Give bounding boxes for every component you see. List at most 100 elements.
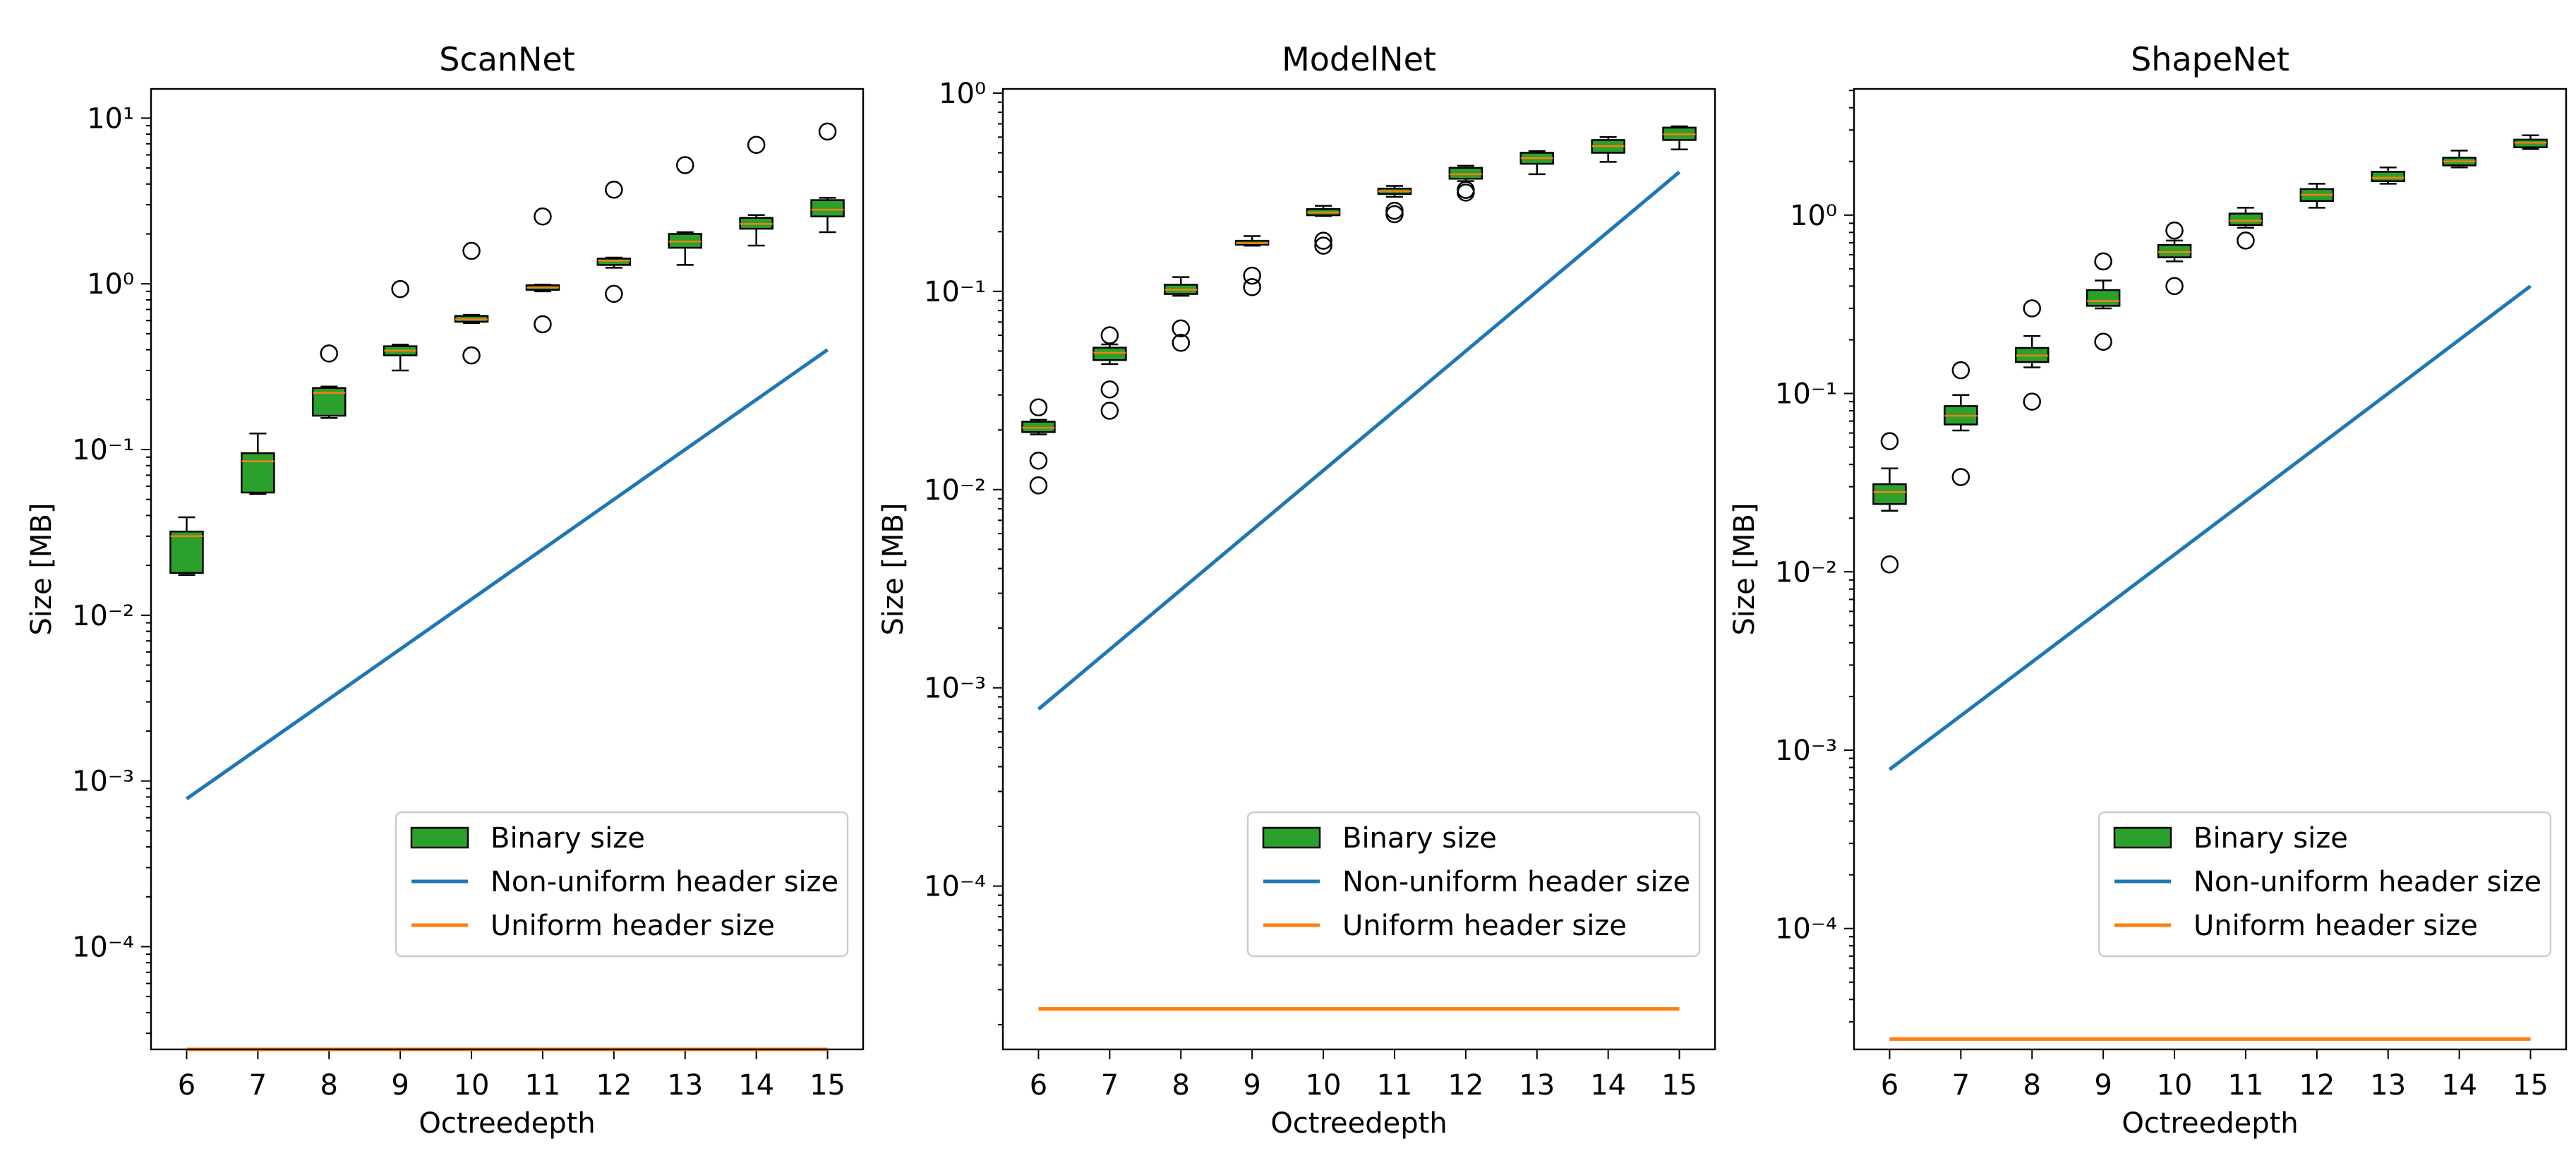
binary-size-box (1872, 483, 1907, 505)
legend-label: Binary size (2193, 822, 2348, 855)
x-tick-label: 9 (391, 1069, 409, 1102)
y-axis-label: Size [MB] (877, 503, 910, 636)
outlier-point (1951, 468, 1970, 486)
nonuniform-header-line (1037, 170, 1681, 711)
y-tick-label: 10⁻⁴ (72, 931, 134, 963)
x-tick-label: 14 (2441, 1069, 2477, 1102)
panel-title: ModelNet (1282, 40, 1436, 78)
y-tick-label: 10⁻² (1775, 556, 1837, 589)
binary-size-box (1021, 421, 1056, 433)
outlier-point (605, 284, 623, 303)
x-tick-label: 9 (2094, 1069, 2112, 1102)
legend-label: Non-uniform header size (2193, 866, 2541, 898)
legend: Binary size Non-uniform header size Unifor… (2097, 811, 2552, 958)
outlier-point (1029, 398, 1048, 416)
x-axis-label: Octreedepth (419, 1107, 595, 1140)
outlier-point (1314, 236, 1332, 255)
outlier-point (2237, 231, 2255, 250)
outlier-point (1029, 451, 1048, 470)
x-tick-label: 11 (2227, 1069, 2263, 1102)
y-tick-label: 10⁰ (1790, 200, 1837, 232)
legend: Binary size Non-uniform header size Unifor… (395, 811, 849, 958)
outlier-point (1029, 476, 1048, 495)
binary-size-box (2371, 171, 2405, 182)
outlier-point (1314, 231, 1332, 250)
legend-frame (395, 811, 849, 958)
y-tick-label: 10⁻³ (1775, 735, 1837, 767)
y-tick-label: 10⁻⁴ (1775, 913, 1837, 946)
outlier-point (1100, 326, 1119, 344)
x-tick-label: 13 (1519, 1069, 1555, 1102)
axes-frame (1853, 88, 2568, 1051)
legend-binary-swatch (2113, 826, 2172, 849)
legend-label: Non-uniform header size (490, 866, 838, 898)
y-tick-label: 10¹ (87, 102, 134, 135)
legend-label: Uniform header size (1342, 910, 1627, 942)
x-axis-label: Octreedepth (2121, 1107, 2298, 1140)
outlier-point (1457, 181, 1475, 199)
x-tick-label: 6 (178, 1069, 195, 1102)
outlier-point (1243, 266, 1261, 285)
binary-size-box (596, 258, 632, 266)
y-tick-label: 10⁻⁴ (924, 871, 986, 903)
outlier-point (534, 315, 552, 334)
panel-shapenet: ShapeNet 10⁻⁴ 10⁻³ 10⁻² 10⁻¹ 10⁰ 6 7 8 9 10 11 12 13 1… (1728, 40, 2568, 1140)
outlier-point (676, 156, 694, 174)
panel-scannet: ScanNet 10⁻⁴ 10⁻³ 10⁻² 10⁻¹ 10⁰ 10¹ 6 7 8 9 10 11 12 1… (25, 40, 865, 1140)
binary-size-box (1093, 347, 1127, 361)
nonuniform-header-line (186, 348, 829, 801)
legend-label: Binary size (1342, 822, 1497, 855)
y-tick-label: 10⁻¹ (72, 434, 134, 466)
outlier-point (2165, 277, 2184, 296)
axes-frame (1001, 88, 1716, 1051)
y-tick-label: 10⁻² (924, 474, 986, 507)
outlier-point (1172, 334, 1190, 352)
outlier-point (1880, 432, 1899, 450)
y-tick-label: 10⁻³ (924, 673, 986, 705)
outlier-point (818, 122, 837, 141)
binary-size-box (2086, 289, 2121, 307)
panel-title: ScanNet (439, 40, 575, 78)
x-tick-label: 10 (2157, 1069, 2193, 1102)
x-tick-label: 7 (1952, 1069, 1970, 1102)
x-tick-label: 6 (1030, 1069, 1047, 1102)
binary-size-box (810, 199, 845, 217)
x-tick-label: 15 (2512, 1069, 2548, 1102)
outlier-point (2094, 332, 2112, 351)
outlier-point (747, 135, 766, 154)
x-tick-label: 13 (2370, 1069, 2406, 1102)
x-tick-label: 15 (809, 1069, 845, 1102)
x-tick-label: 12 (596, 1069, 632, 1102)
outlier-point (1385, 205, 1404, 224)
x-tick-label: 6 (1881, 1069, 1898, 1102)
legend-label: Non-uniform header size (1342, 866, 1690, 898)
x-tick-label: 14 (1590, 1069, 1626, 1102)
y-tick-label: 10⁻¹ (924, 276, 986, 308)
legend-label: Binary size (490, 822, 645, 855)
legend-frame (2097, 811, 2552, 958)
legend-binary-swatch (410, 826, 469, 849)
x-tick-label: 12 (2299, 1069, 2335, 1102)
y-axis-label: Size [MB] (1728, 503, 1761, 636)
outlier-point (1385, 201, 1404, 220)
binary-size-box (169, 530, 204, 574)
x-tick-label: 8 (320, 1069, 338, 1102)
binary-size-box (2157, 243, 2192, 258)
x-tick-label: 10 (1306, 1069, 1342, 1102)
legend: Binary size Non-uniform header size Unifor… (1246, 811, 1701, 958)
x-tick-label: 7 (1101, 1069, 1119, 1102)
x-tick-label: 10 (454, 1069, 490, 1102)
x-tick-label: 7 (249, 1069, 267, 1102)
panel-modelnet: ModelNet 10⁻⁴ 10⁻³ 10⁻² 10⁻¹ 10⁰ 6 7 8 9 10 11 12 13 1… (877, 40, 1716, 1140)
outlier-point (1243, 278, 1261, 296)
panel-title: ShapeNet (2131, 40, 2289, 78)
binary-size-box (1448, 167, 1483, 180)
binary-size-box (241, 452, 275, 494)
x-tick-label: 14 (738, 1069, 774, 1102)
legend-binary-swatch (1262, 826, 1321, 849)
x-tick-label: 15 (1661, 1069, 1697, 1102)
y-tick-label: 10⁰ (87, 268, 134, 301)
outlier-point (1951, 361, 1970, 380)
x-tick-label: 8 (2023, 1069, 2041, 1102)
